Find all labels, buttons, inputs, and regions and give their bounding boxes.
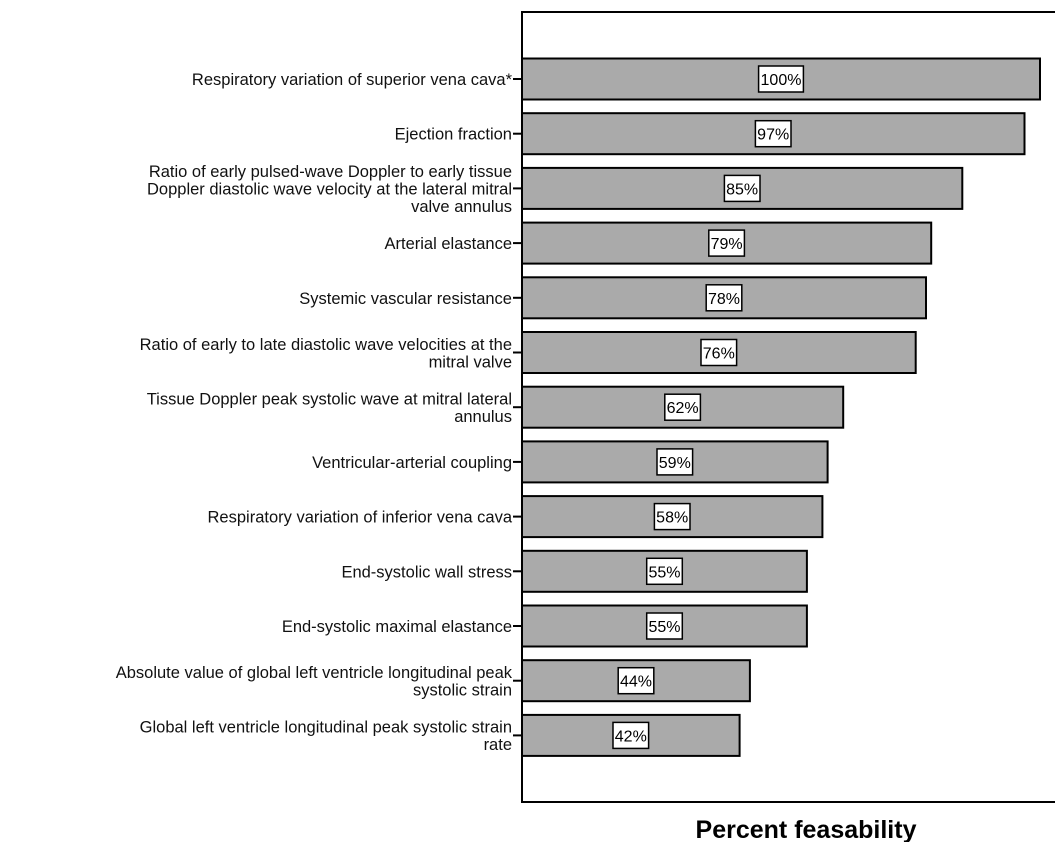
value-label-box (700, 338, 738, 367)
category-label-line: End-systolic wall stress (341, 563, 512, 581)
category-label-line: Global left ventricle longitudinal peak … (140, 719, 512, 737)
value-label: 55% (648, 564, 680, 581)
value-label-box (708, 229, 746, 257)
value-label: 42% (615, 728, 647, 745)
value-label-box (617, 666, 655, 695)
category-label: Ratio of early pulsed-wave Doppler to ea… (147, 163, 512, 216)
category-label: End-systolic maximal elastance (282, 618, 512, 636)
category-label-line: Ratio of early pulsed-wave Doppler to ea… (149, 163, 512, 181)
value-label-box (653, 502, 691, 531)
category-label-line: systolic strain (413, 682, 512, 700)
category-label: Absolute value of global left ventricle … (116, 664, 513, 700)
category-label: Ejection fraction (395, 126, 512, 144)
value-label-box (656, 448, 694, 476)
value-label-box (664, 393, 702, 421)
bar-group: 100% 97% 85% 79% 78% 76% 62% 59% 58% 55% 55% 44% 42% (521, 57, 1041, 757)
x-axis-title: Percent feasability (696, 816, 917, 842)
category-label-line: Absolute value of global left ventricle … (116, 664, 513, 682)
category-label: Global left ventricle longitudinal peak … (140, 719, 512, 755)
category-label-line: Doppler diastolic wave velocity at the l… (147, 180, 512, 198)
value-label: 78% (708, 291, 740, 308)
value-label: 97% (757, 127, 789, 144)
value-label: 79% (711, 236, 743, 253)
category-label-line: Ratio of early to late diastolic wave ve… (140, 336, 512, 354)
category-label: Ventricular-arterial coupling (312, 454, 512, 472)
value-label: 44% (620, 674, 652, 691)
value-label: 58% (656, 510, 688, 527)
value-label-box (645, 612, 684, 640)
category-label-line: rate (484, 736, 512, 754)
category-label-line: Ventricular-arterial coupling (312, 454, 512, 472)
value-label: 100% (761, 72, 802, 89)
category-label: Respiratory variation of superior vena c… (192, 71, 513, 89)
category-label-line: mitral valve (429, 353, 512, 371)
category-label: Arterial elastance (385, 235, 512, 253)
category-label: End-systolic wall stress (341, 563, 512, 581)
category-label-line: End-systolic maximal elastance (282, 618, 512, 636)
value-label: 55% (648, 619, 680, 636)
value-label-box (612, 721, 650, 750)
category-label-line: valve annulus (411, 198, 512, 216)
category-label: Systemic vascular resistance (299, 290, 512, 308)
value-label: 76% (703, 346, 735, 363)
value-label-box (754, 119, 792, 148)
category-label-line: Systemic vascular resistance (299, 290, 512, 308)
category-label-group: Respiratory variation of superior vena c… (116, 71, 522, 754)
category-label-line: Tissue Doppler peak systolic wave at mit… (147, 391, 512, 409)
category-label-line: Respiratory variation of superior vena c… (192, 71, 513, 89)
value-label-box (757, 65, 805, 93)
value-label-box (705, 284, 743, 312)
value-label-box (723, 174, 761, 203)
category-label-line: Respiratory variation of inferior vena c… (208, 509, 513, 527)
value-label: 59% (659, 455, 691, 472)
value-label: 85% (726, 181, 758, 198)
value-label: 62% (667, 400, 699, 417)
value-label-box (645, 557, 684, 586)
category-label-line: annulus (454, 408, 512, 426)
category-label: Respiratory variation of inferior vena c… (208, 509, 513, 527)
category-label: Tissue Doppler peak systolic wave at mit… (147, 391, 512, 427)
category-label-line: Arterial elastance (385, 235, 512, 253)
category-label: Ratio of early to late diastolic wave ve… (140, 336, 512, 372)
category-label-line: Ejection fraction (395, 126, 512, 144)
